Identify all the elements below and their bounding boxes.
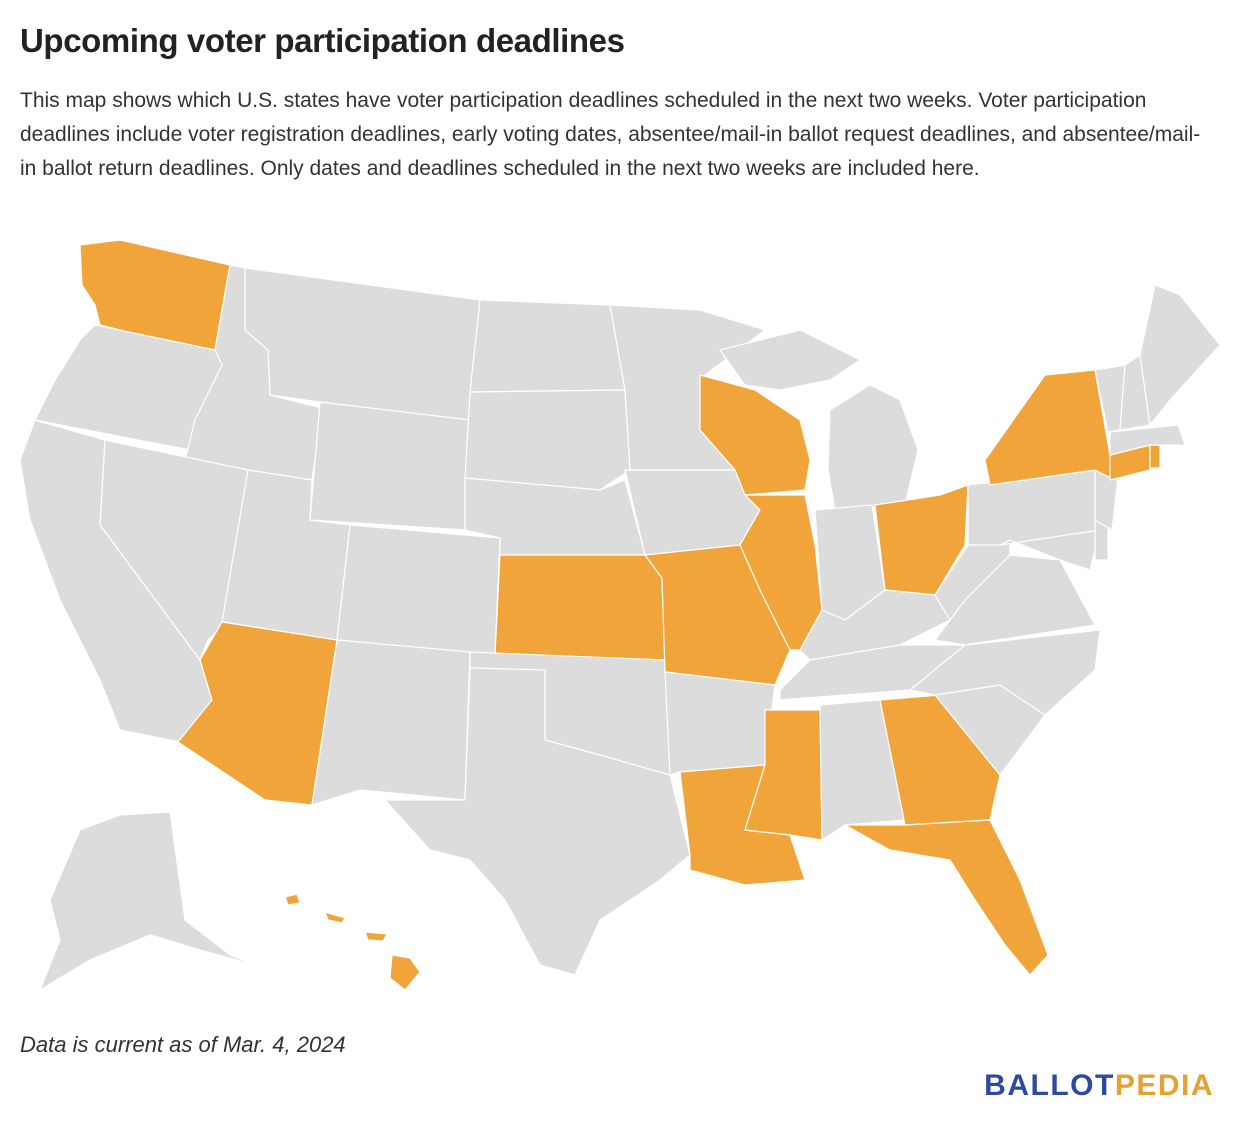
state-michigan-lower: [827, 384, 919, 511]
state-north-dakota: [469, 299, 626, 393]
logo-part-pedia: PEDIA: [1114, 1069, 1214, 1102]
state-maine: [1139, 284, 1221, 426]
data-date-note: Data is current as of Mar. 4, 2024: [20, 1032, 346, 1057]
logo-part-ballot: BALLOT: [984, 1069, 1115, 1102]
state-florida: [844, 819, 1049, 976]
state-hawaii-2: [324, 911, 346, 924]
state-maryland: [999, 529, 1101, 571]
map-description: This map shows which U.S. states have vo…: [20, 89, 1201, 180]
state-illinois: [739, 494, 823, 651]
state-hawaii-1: [284, 893, 301, 906]
state-wisconsin: [699, 374, 811, 496]
state-south-dakota: [464, 389, 631, 491]
state-texas: [384, 667, 691, 976]
state-hawaii: [389, 954, 421, 991]
state-rhode-island: [1149, 444, 1161, 469]
page-title: Upcoming voter participation deadlines: [20, 22, 625, 59]
state-hawaii-3: [364, 931, 388, 942]
state-georgia: [879, 694, 1001, 826]
ballotpedia-logo: BALLOTPEDIA: [984, 1069, 1214, 1103]
us-map: [19, 239, 1221, 991]
state-alaska: [39, 811, 256, 991]
state-kansas: [494, 554, 666, 661]
state-arkansas: [664, 671, 776, 776]
state-massachusetts: [1109, 424, 1186, 456]
state-north-carolina: [909, 629, 1101, 716]
state-colorado: [336, 524, 501, 656]
state-alabama: [819, 699, 906, 841]
state-new-york: [984, 369, 1116, 486]
state-wyoming: [309, 401, 471, 531]
state-michigan-upper: [719, 329, 861, 391]
state-new-mexico: [311, 639, 471, 806]
